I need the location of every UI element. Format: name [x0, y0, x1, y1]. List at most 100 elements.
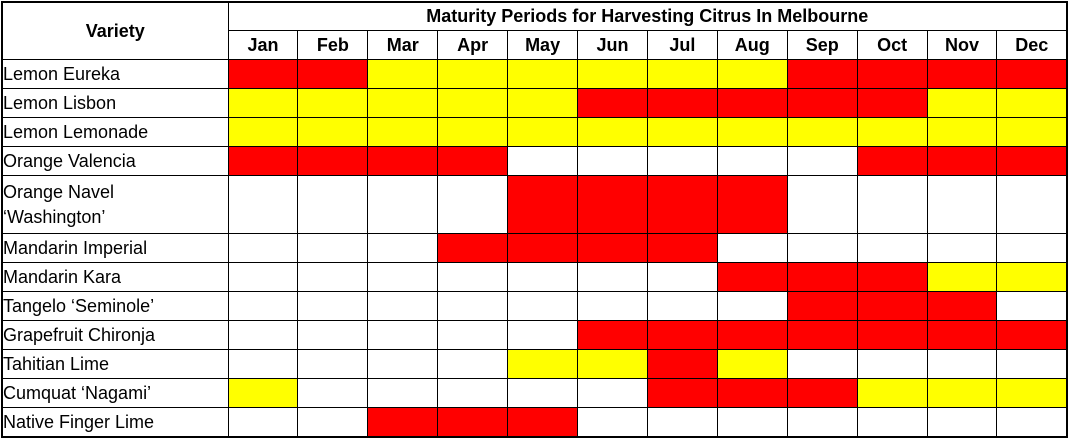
- months-header-row: Jan Feb Mar Apr May Jun Jul Aug Sep Oct Nov Dec: [2, 30, 1068, 60]
- month-cell-sep: [786, 59, 858, 89]
- month-cell-sep: [786, 175, 858, 234]
- month-header-sep: Sep: [786, 30, 858, 60]
- month-cell-aug: [716, 175, 788, 234]
- month-cell-may: [507, 378, 579, 408]
- month-header-apr: Apr: [437, 30, 509, 60]
- month-cell-apr: [437, 407, 509, 437]
- month-cell-mar: [367, 146, 439, 176]
- month-cell-mar: [367, 117, 439, 147]
- variety-cell: Tahitian Lime: [1, 349, 229, 379]
- month-cell-may: [507, 59, 579, 89]
- month-header-may: May: [507, 30, 579, 60]
- month-cell-apr: [437, 349, 509, 379]
- table-row: Tahitian Lime: [1, 349, 1068, 379]
- month-cell-jun: [577, 175, 648, 234]
- month-cell-jun: [577, 378, 648, 408]
- month-cell-may: [507, 88, 579, 118]
- month-cell-oct: [856, 59, 928, 89]
- month-cell-aug: [716, 378, 788, 408]
- month-cell-sep: [786, 320, 858, 350]
- table-row: Cumquat ‘Nagami’: [1, 378, 1068, 408]
- month-cell-nov: [926, 262, 998, 292]
- month-cell-oct: [856, 378, 928, 408]
- month-cell-jan: [227, 175, 299, 234]
- month-cell-jul: [646, 175, 718, 234]
- month-cell-oct: [856, 146, 928, 176]
- month-cell-jan: [227, 146, 299, 176]
- table-title: Maturity Periods for Harvesting Citrus I…: [227, 1, 1068, 31]
- month-cell-oct: [856, 175, 928, 234]
- month-cell-may: [507, 117, 579, 147]
- variety-cell: Native Finger Lime: [1, 407, 229, 437]
- variety-cell: Grapefruit Chironja: [1, 320, 229, 350]
- variety-cell: Cumquat ‘Nagami’: [1, 378, 229, 408]
- month-cell-mar: [367, 262, 439, 292]
- month-cell-nov: [926, 407, 998, 437]
- month-cell-may: [507, 320, 579, 350]
- month-cell-nov: [926, 59, 998, 89]
- month-cell-jul: [646, 59, 718, 89]
- month-cell-apr: [437, 59, 509, 89]
- month-cell-oct: [856, 233, 928, 263]
- month-cell-mar: [367, 233, 439, 263]
- month-cell-jun: [577, 59, 648, 89]
- month-cell-nov: [926, 175, 998, 234]
- month-cell-mar: [367, 291, 439, 321]
- month-cell-aug: [716, 117, 788, 147]
- month-cell-oct: [856, 262, 928, 292]
- month-cell-jul: [646, 117, 718, 147]
- month-cell-jul: [646, 407, 718, 437]
- month-cell-dec: [996, 117, 1068, 147]
- month-cell-aug: [716, 233, 788, 263]
- month-cell-jul: [646, 262, 718, 292]
- month-cell-jan: [227, 349, 299, 379]
- month-cell-mar: [367, 349, 439, 379]
- month-cell-sep: [786, 349, 858, 379]
- month-cell-apr: [437, 233, 509, 263]
- month-cell-jul: [646, 233, 718, 263]
- month-cell-may: [507, 233, 579, 263]
- month-cell-sep: [786, 407, 858, 437]
- month-cell-may: [507, 349, 579, 379]
- month-cell-apr: [437, 175, 509, 234]
- month-cell-may: [507, 407, 579, 437]
- table-row: Mandarin Imperial: [1, 233, 1068, 263]
- month-header-feb: Feb: [297, 30, 369, 60]
- title-row: Variety Maturity Periods for Harvesting …: [1, 1, 1068, 60]
- month-cell-mar: [367, 59, 439, 89]
- variety-cell: Lemon Eureka: [1, 59, 229, 89]
- month-cell-jan: [227, 233, 299, 263]
- table-row: Tangelo ‘Seminole’: [1, 291, 1068, 321]
- month-cell-sep: [786, 291, 858, 321]
- month-cell-jan: [227, 262, 299, 292]
- month-cell-mar: [367, 175, 439, 234]
- month-cell-apr: [437, 146, 509, 176]
- month-cell-mar: [367, 378, 439, 408]
- month-cell-feb: [297, 378, 369, 408]
- month-cell-apr: [437, 378, 509, 408]
- month-cell-jun: [577, 407, 648, 437]
- month-cell-feb: [297, 320, 369, 350]
- month-cell-jul: [646, 146, 718, 176]
- month-cell-oct: [856, 320, 928, 350]
- month-cell-jul: [646, 88, 718, 118]
- month-cell-sep: [786, 88, 858, 118]
- month-cell-aug: [716, 407, 788, 437]
- month-cell-dec: [996, 320, 1068, 350]
- month-cell-may: [507, 146, 579, 176]
- variety-cell: Lemon Lisbon: [1, 88, 229, 118]
- month-cell-aug: [716, 262, 788, 292]
- month-cell-sep: [786, 262, 858, 292]
- month-cell-nov: [926, 233, 998, 263]
- month-cell-jun: [577, 291, 648, 321]
- month-header-aug: Aug: [716, 30, 788, 60]
- month-cell-feb: [297, 117, 369, 147]
- month-cell-feb: [297, 59, 369, 89]
- month-cell-dec: [996, 146, 1068, 176]
- month-cell-feb: [297, 233, 369, 263]
- month-cell-feb: [297, 407, 369, 437]
- month-cell-aug: [716, 349, 788, 379]
- month-cell-sep: [786, 378, 858, 408]
